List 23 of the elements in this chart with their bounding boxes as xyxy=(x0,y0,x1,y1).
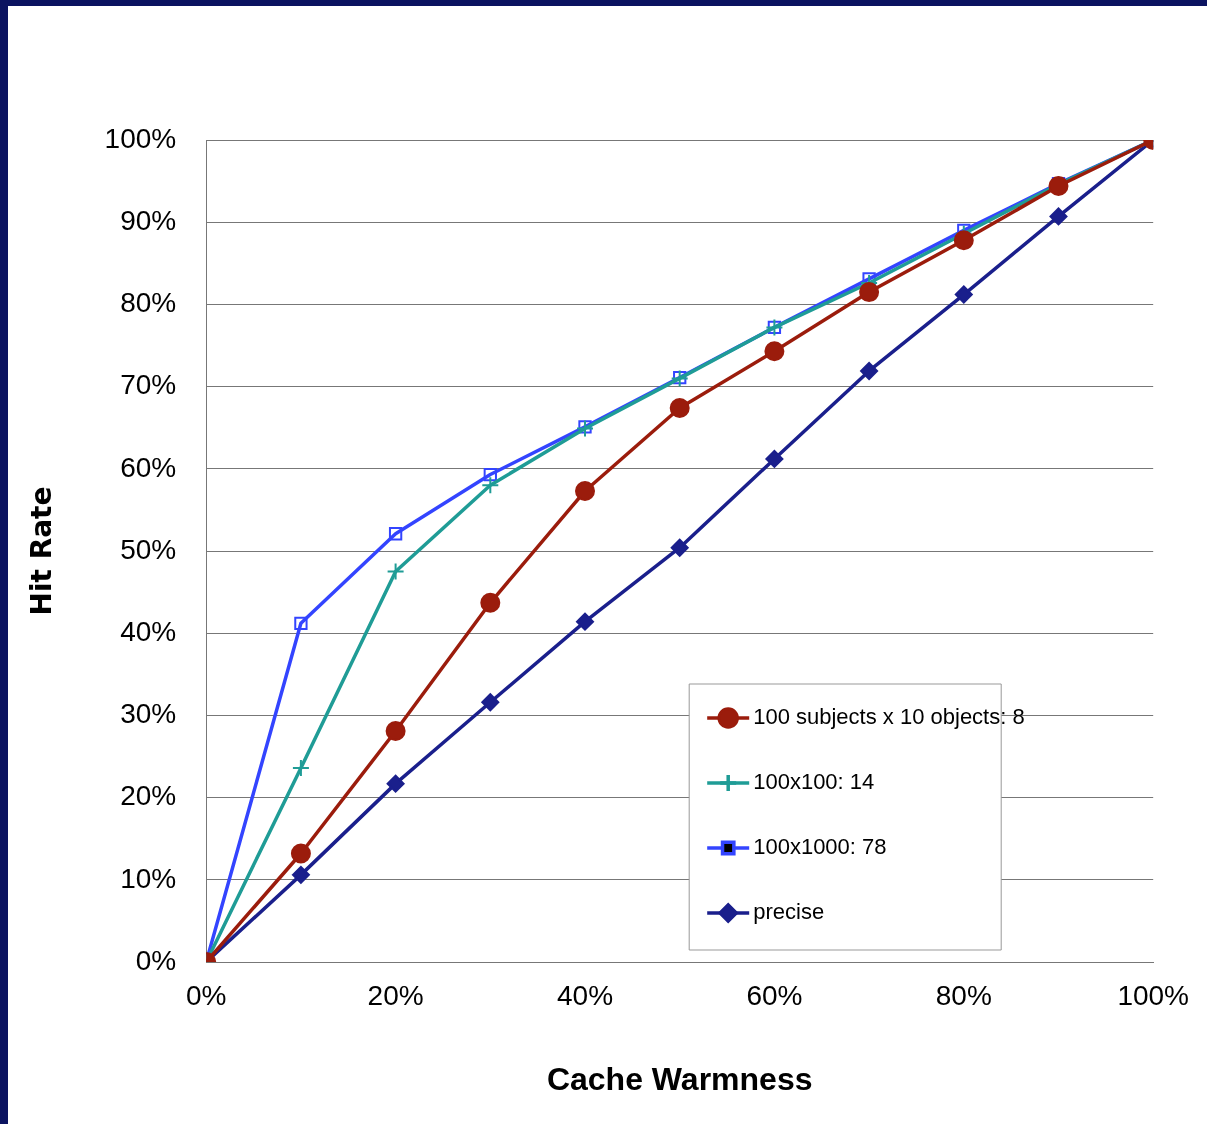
x-tick-label: 0% xyxy=(185,979,227,1011)
y-axis-title: Hit Rate xyxy=(25,486,59,616)
x-tick-label: 60% xyxy=(746,979,803,1011)
y-tick-label: 0% xyxy=(135,944,177,976)
y-tick-label: 90% xyxy=(120,204,177,236)
y-tick-label: 100% xyxy=(104,122,177,154)
y-tick-label: 80% xyxy=(120,287,177,319)
x-tick-label: 40% xyxy=(556,979,614,1011)
x-axis-title: Cache Warmness xyxy=(546,1060,813,1097)
y-tick-label: 50% xyxy=(120,533,177,565)
y-tick-label: 20% xyxy=(120,780,177,812)
y-tick-label: 40% xyxy=(120,615,177,647)
legend-label: 100 subjects x 10 objects: 8 xyxy=(753,704,1025,730)
x-tick-label: 100% xyxy=(1117,979,1190,1011)
legend-label: 100x100: 14 xyxy=(753,769,875,795)
y-tick-label: 60% xyxy=(120,451,177,483)
y-tick-label: 30% xyxy=(120,698,177,730)
x-tick-label: 20% xyxy=(367,979,424,1011)
x-tick-label: 80% xyxy=(935,979,992,1011)
legend-label: precise xyxy=(753,899,825,925)
y-tick-label: 70% xyxy=(120,369,177,401)
y-tick-label: 10% xyxy=(120,862,177,894)
legend-label: 100x1000: 78 xyxy=(753,834,887,860)
